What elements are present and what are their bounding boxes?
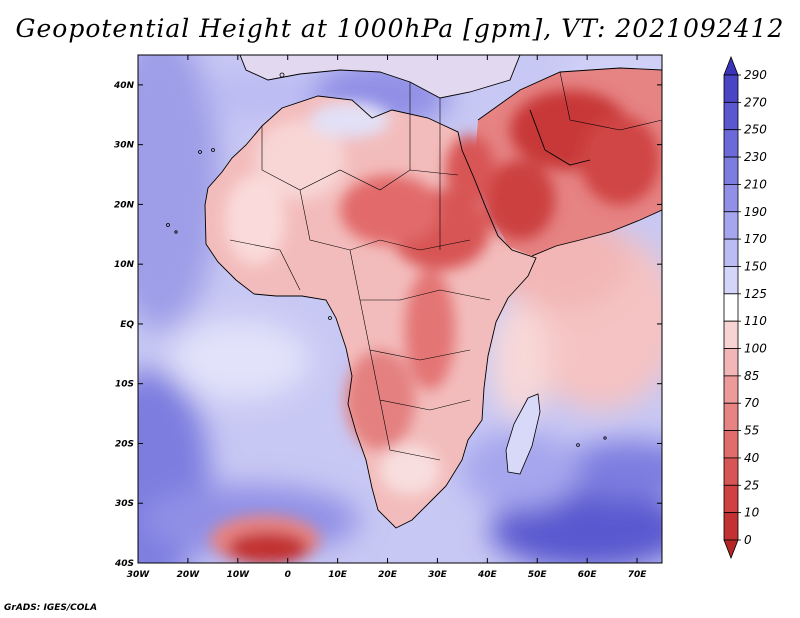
colorbar-label: 40 bbox=[744, 451, 760, 465]
colorbar-label: 0 bbox=[744, 533, 752, 547]
colorbar-box bbox=[723, 484, 739, 514]
lon-label: 0 bbox=[285, 570, 291, 580]
lat-label: 40N bbox=[113, 81, 135, 91]
credit-text: GrADS: IGES/COLA bbox=[4, 603, 98, 613]
colorbar-top-arrow bbox=[723, 55, 739, 76]
colorbar-label: 55 bbox=[744, 424, 759, 438]
lon-label: 30E bbox=[428, 570, 448, 580]
colorbar-label: 190 bbox=[744, 205, 767, 219]
colorbar-box bbox=[723, 74, 739, 103]
colorbar-label: 85 bbox=[744, 369, 759, 383]
colorbar-bottom-arrow bbox=[723, 539, 739, 560]
colorbar-label: 210 bbox=[744, 177, 767, 191]
madagascar-land bbox=[505, 393, 541, 475]
longitude-labels: 30W 20W 10W 0 10E 20E 30E 40E 50E 60E 70E bbox=[127, 570, 647, 580]
colorbar-label: 270 bbox=[744, 95, 767, 109]
lon-label: 20E bbox=[378, 570, 398, 580]
lon-label: 10E bbox=[328, 570, 348, 580]
colorbar-label: 100 bbox=[744, 342, 767, 356]
colorbar-box bbox=[723, 512, 739, 541]
islands bbox=[166, 72, 607, 447]
lat-label: 10S bbox=[115, 380, 134, 390]
lat-label: 30N bbox=[114, 141, 135, 151]
colorbar-label: 10 bbox=[744, 506, 760, 520]
colorbar: 2902702502302101901701501251101008570554… bbox=[723, 55, 767, 560]
south-atlantic-low bbox=[210, 515, 320, 563]
lon-label: 60E bbox=[578, 570, 598, 580]
map-frame bbox=[137, 54, 663, 564]
colorbar-box bbox=[723, 348, 739, 377]
lat-label: 40S bbox=[114, 559, 134, 569]
lat-label: 20N bbox=[114, 200, 135, 210]
colorbar-box bbox=[723, 129, 739, 158]
lon-label: 30W bbox=[127, 570, 151, 580]
lat-label: 20S bbox=[115, 439, 134, 449]
colorbar-box bbox=[723, 457, 739, 486]
colorbar-label: 230 bbox=[744, 150, 767, 164]
lat-label: EQ bbox=[120, 320, 134, 330]
land-shading bbox=[225, 90, 660, 495]
colorbar-box bbox=[723, 402, 739, 431]
latitude-labels: 40N 30N 20N 10N EQ 10S 20S 30S 40S bbox=[113, 81, 135, 569]
lat-label: 30S bbox=[115, 499, 134, 509]
colorbar-box bbox=[723, 156, 739, 185]
colorbar-box bbox=[723, 320, 739, 349]
colorbar-box bbox=[723, 266, 739, 295]
lon-label: 70E bbox=[628, 570, 648, 580]
colorbar-box bbox=[723, 430, 739, 459]
colorbar-box bbox=[723, 293, 739, 322]
lon-label: 50E bbox=[528, 570, 548, 580]
colorbar-label: 250 bbox=[744, 123, 767, 137]
colorbar-label: 110 bbox=[744, 314, 767, 328]
colorbar-box bbox=[723, 184, 739, 213]
map-title: Geopotential Height at 1000hPa [gpm], VT… bbox=[15, 14, 785, 43]
colorbar-label: 150 bbox=[744, 259, 767, 273]
colorbar-box bbox=[723, 211, 739, 240]
lat-label: 10N bbox=[114, 260, 135, 270]
colorbar-box bbox=[723, 375, 739, 404]
lon-label: 40E bbox=[477, 570, 498, 580]
axis-ticks bbox=[137, 55, 662, 564]
map-field bbox=[138, 55, 662, 563]
europe-land bbox=[240, 55, 520, 98]
lon-label: 10W bbox=[227, 570, 251, 580]
country-borders bbox=[229, 71, 662, 461]
colorbar-label: 290 bbox=[744, 68, 767, 82]
colorbar-box bbox=[723, 101, 739, 131]
colorbar-label: 70 bbox=[744, 396, 760, 410]
colorbar-label: 125 bbox=[744, 287, 767, 301]
colorbar-box bbox=[723, 238, 739, 267]
colorbar-label: 170 bbox=[744, 232, 767, 246]
colorbar-label: 25 bbox=[744, 478, 759, 492]
lon-label: 20W bbox=[177, 570, 201, 580]
